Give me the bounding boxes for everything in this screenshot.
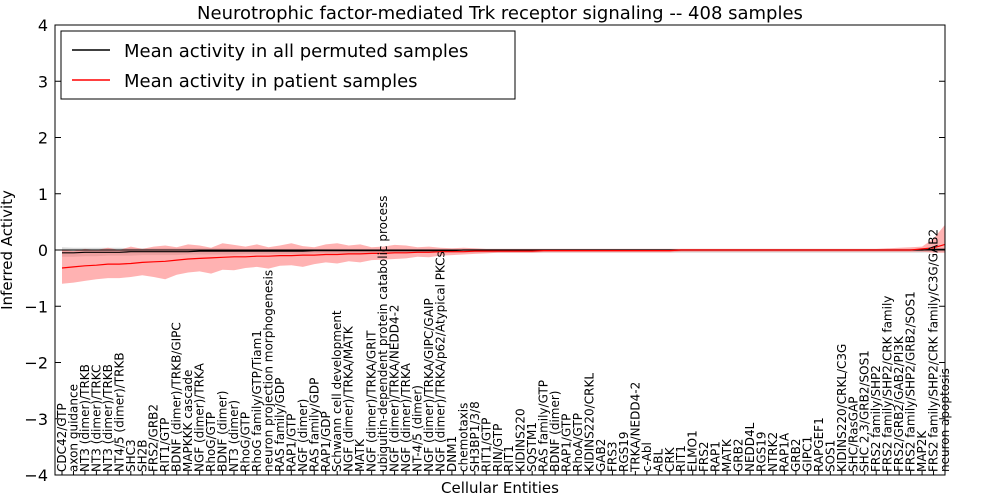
x-tick-label: RAP1/GTP (284, 414, 298, 472)
x-tick-label: SOS1 (823, 440, 837, 472)
x-tick-label: FRS2/GRB2/GAB2/PI3K (892, 335, 906, 472)
chart-title: Neurotrophic factor-mediated Trk recepto… (197, 3, 803, 24)
x-tick-label: NT3 (dimer)/TRKB (78, 364, 92, 472)
x-tick-label: RIN/GTP (491, 424, 505, 472)
y-tick-label: −4 (24, 466, 48, 485)
x-tick-label: DNM1 (445, 436, 459, 472)
x-tick-label: BDNF (dimer) (548, 391, 562, 473)
x-tick-label: NGF (dimer)/TRKA/GRIT (365, 330, 379, 472)
x-tick-label: RAP1/GDP (319, 411, 333, 472)
x-tick-label: NT3 (dimer)/TRKB (101, 364, 115, 472)
x-tick-label: RAP1A (778, 432, 792, 472)
y-tick-label: 3 (38, 72, 48, 91)
x-tick-label: RIT1/GTP (158, 418, 172, 472)
x-tick-label: chemotaxis (456, 403, 470, 472)
x-tick-label: CRK (663, 446, 677, 472)
x-tick-label: axon guidance (67, 384, 81, 472)
x-tick-label: RAS family/GDP (273, 378, 287, 472)
x-tick-label: MAP2K (915, 430, 929, 472)
x-tick-label: NGF (dimer)/TRKA/NEDD4-2 (388, 304, 402, 472)
x-tick-label: ELMO1 (686, 430, 700, 472)
x-tick-label: FRS2 family/SHP2/CRK family/C3G/GAB2 (927, 229, 941, 472)
legend: Mean activity in all permuted samples Me… (60, 30, 516, 100)
x-tick-label: MAPKKK cascade (181, 370, 195, 472)
band-1 (62, 224, 945, 284)
x-tick-label: KIDINS220/CRKL (583, 373, 597, 472)
y-axis: −4 −3 −2 −1 0 1 2 3 4 (24, 16, 945, 485)
x-tick-label: NT-4/5 (dimer) (411, 385, 425, 472)
x-tick-label: NTRK2 (766, 432, 780, 472)
x-tick-label: BDNF (dimer)/TRKB/GIPC (170, 322, 184, 472)
x-tick-label: GRB2 (789, 438, 803, 472)
x-tick-label: Schwann cell development (330, 310, 344, 472)
series-lines (61, 243, 946, 269)
x-tick-label: RGS19 (755, 431, 769, 472)
x-tick-label: NGF (dimer)/TRKA/GIPC/GAIP (422, 298, 436, 472)
y-tick-label: 4 (38, 16, 48, 35)
y-tick-label: −3 (24, 410, 48, 429)
x-tick-label: SQSTM1 (525, 422, 539, 472)
x-tick-label: RhoG/GTP (239, 412, 253, 472)
legend-label-patient: Mean activity in patient samples (124, 71, 418, 92)
x-tick-label: SH2B (135, 439, 149, 472)
x-tick-label: NGF (dimer)/TRKA/p62/Atypical PKCs (433, 251, 447, 472)
x-tick-label: KIDINS220 (514, 408, 528, 472)
x-tick-label: NGF (dimer)/TRKA/MATK (342, 325, 356, 472)
x-tick-label: RAS family/GTP (537, 380, 551, 472)
x-tick-label: NGF (dimer)/TRKA (399, 362, 413, 472)
series-line-1 (61, 243, 946, 269)
x-tick-label: RAPGEF1 (812, 417, 826, 472)
y-tick-label: −2 (24, 354, 48, 373)
x-tick-label: KIDINS220/CRKL/C3G (835, 344, 849, 472)
x-tick-label: SHC3 (124, 439, 138, 472)
x-tick-label: c-Abl (640, 442, 654, 472)
x-tick-label: RIT1 (502, 445, 516, 472)
x-tick-label: RhoA/GTP (571, 413, 585, 472)
x-tick-label: FRS2 (697, 442, 711, 473)
legend-label-permuted: Mean activity in all permuted samples (124, 41, 468, 62)
x-tick-label: RhoG family/GTP/Tiam1 (250, 330, 264, 472)
x-tick-label: CDC42/GTP (55, 403, 69, 472)
x-tick-label: NGF (dimer)/TRKA (193, 362, 207, 472)
x-tick-label: NEDD4L (743, 422, 757, 472)
x-tick-label: NT3 (dimer)/TRKC (89, 365, 103, 472)
x-tick-label: MATK (353, 438, 367, 472)
x-tick-label: SH3BP1/3/8 (468, 401, 482, 472)
x-tick-label: GAB2 (594, 439, 608, 472)
x-tick-label: MATK (720, 438, 734, 472)
x-tick-label: SHC 2,3/GRB2/SOS1 (858, 350, 872, 472)
legend-box (60, 30, 516, 100)
y-tick-label: 2 (38, 129, 48, 148)
x-tick-label: RAS family/GDP (307, 378, 321, 472)
y-axis-label: Inferred Activity (0, 190, 16, 310)
x-tick-label: NGF (dimer) (296, 399, 310, 472)
x-tick-label: ubiquitin-dependent protein catabolic pr… (376, 196, 390, 472)
x-tick-label: BDNF (dimer) (216, 391, 230, 473)
x-tick-label: RIT1 (674, 445, 688, 472)
x-tick-label: FRS2 family/SHP2 (869, 365, 883, 472)
x-tick-label: NT4/5 (dimer)/TRKB (112, 352, 126, 472)
x-tick-label: neuron projection morphogenesis (261, 270, 275, 472)
x-tick-label: RAP1/GTP (560, 414, 574, 472)
x-tick-label: GIPC1 (800, 436, 814, 472)
x-tick-label: TRKA/NEDD4-2 (628, 382, 642, 473)
x-axis-label: Cellular Entities (441, 479, 559, 497)
x-tick-label: NT3 (dimer) (227, 400, 241, 472)
x-tick-label: RAP1 (709, 441, 723, 472)
x-tick-label: FRS2 family/SHP2/CRK family (881, 296, 895, 472)
y-tick-label: 0 (38, 241, 48, 260)
x-tick-label: GRB2 (732, 438, 746, 472)
x-tick-label: RhoG/GTP (204, 412, 218, 472)
x-tick-label: ABL (651, 449, 665, 472)
y-tick-label: 1 (38, 185, 48, 204)
x-tick-label: FRS2/GRB2 (147, 404, 161, 472)
x-tick-label: SHC/RasGAP (846, 397, 860, 473)
y-tick-label: −1 (24, 297, 48, 316)
x-tick-label: FRS2 family/SHP2/GRB2/SOS1 (904, 291, 918, 472)
x-tick-label: RGS19 (617, 431, 631, 472)
x-tick-label: RIT1/GTP (479, 418, 493, 472)
x-tick-label: FRS3 (605, 442, 619, 473)
